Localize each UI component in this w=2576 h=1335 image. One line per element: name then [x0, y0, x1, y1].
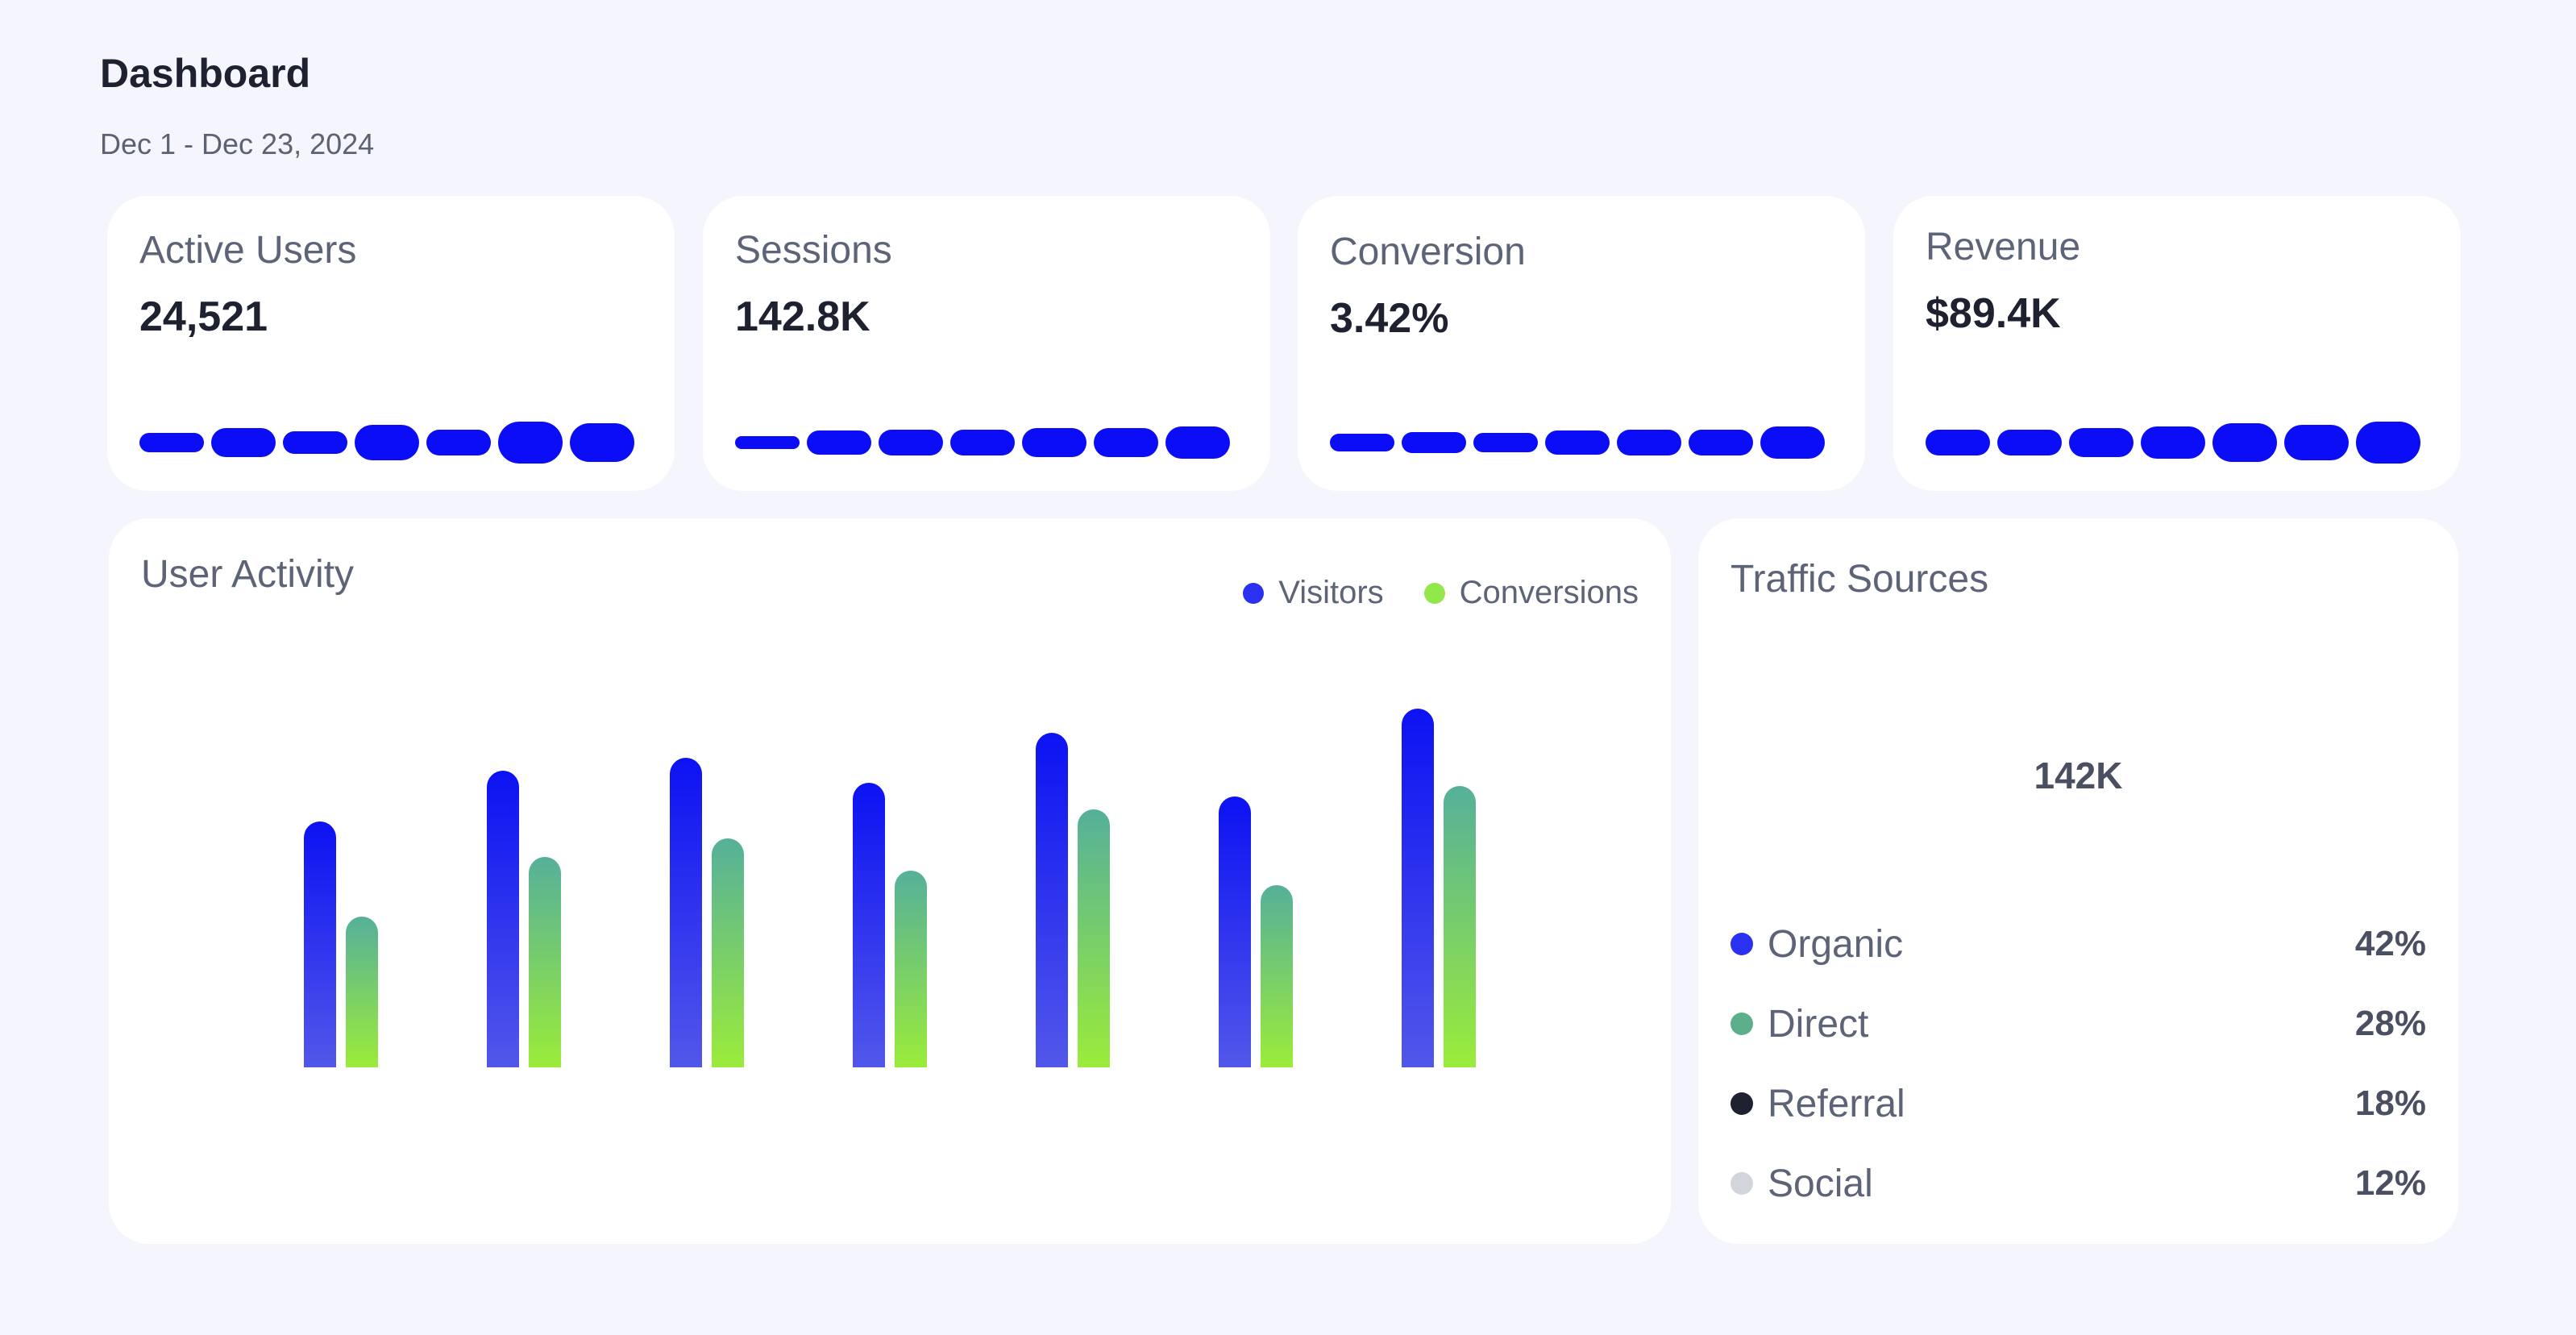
kpi-sparkline [1926, 414, 2429, 470]
panel-title: Traffic Sources [1730, 558, 1989, 601]
sparkline-pill [1330, 434, 1394, 451]
visitors-bar[interactable] [487, 771, 519, 1067]
conversions-bar[interactable] [712, 838, 744, 1067]
traffic-source-social[interactable]: Social 12% [1730, 1159, 2426, 1208]
kpi-value: 142.8K [735, 293, 870, 340]
visitors-bar[interactable] [670, 758, 702, 1067]
sparkline-pill [2069, 428, 2134, 457]
chart-legend: Visitors Conversions [1243, 575, 1639, 611]
kpi-card-sessions[interactable]: Sessions 142.8K [703, 196, 1270, 491]
direct-dot-icon [1730, 1013, 1753, 1035]
traffic-sources-panel: Traffic Sources 142K Organic 42% Direct … [1698, 518, 2458, 1244]
sparkline-pill [879, 430, 943, 455]
legend-dot-icon [1423, 582, 1445, 604]
source-percentage: 12% [2354, 1163, 2426, 1203]
source-percentage: 18% [2354, 1083, 2426, 1123]
sparkline-pill [2284, 425, 2349, 460]
sparkline-pill [498, 422, 563, 464]
kpi-value: 3.42% [1330, 295, 1449, 342]
conversions-bar[interactable] [1444, 786, 1476, 1067]
bar-chart [304, 709, 1476, 1067]
legend-item-conversions[interactable]: Conversions [1423, 575, 1639, 611]
source-name: Direct [1768, 1002, 1869, 1046]
source-name: Social [1768, 1162, 1873, 1205]
legend-item-visitors[interactable]: Visitors [1243, 575, 1384, 611]
kpi-card-conversion[interactable]: Conversion 3.42% [1298, 196, 1865, 491]
kpi-sparkline [139, 414, 642, 470]
traffic-source-organic[interactable]: Organic 42% [1730, 920, 2426, 968]
sparkline-pill [1094, 428, 1158, 457]
sparkline-pill [211, 428, 276, 457]
sparkline-pill [1022, 428, 1086, 457]
kpi-value: 24,521 [139, 293, 268, 340]
conversions-bar[interactable] [895, 871, 927, 1067]
sparkline-pill [1760, 426, 1825, 459]
visitors-bar[interactable] [304, 821, 336, 1067]
organic-dot-icon [1730, 933, 1753, 955]
sparkline-pill [139, 433, 204, 452]
sparkline-pill [1545, 430, 1610, 455]
sparkline-pill [950, 430, 1015, 455]
sparkline-pill [426, 430, 491, 455]
sparkline-pill [1617, 430, 1681, 455]
kpi-label: Active Users [139, 229, 357, 272]
date-range: Dec 1 - Dec 23, 2024 [100, 127, 375, 160]
sparkline-pill [283, 431, 347, 454]
sparkline-pill [1689, 430, 1753, 455]
kpi-card-active-users[interactable]: Active Users 24,521 [107, 196, 675, 491]
kpi-card-revenue[interactable]: Revenue $89.4K [1893, 196, 2461, 491]
sparkline-pill [1926, 430, 1990, 455]
visitors-bar[interactable] [1219, 796, 1251, 1067]
user-activity-panel: User Activity Visitors Conversions [109, 518, 1671, 1244]
sparkline-pill [807, 430, 871, 455]
social-dot-icon [1730, 1172, 1753, 1195]
kpi-value: $89.4K [1926, 290, 2061, 337]
source-name: Referral [1768, 1082, 1905, 1125]
sparkline-pill [1402, 432, 1466, 453]
traffic-total: 142K [2034, 755, 2123, 796]
sparkline-pill [1473, 433, 1538, 452]
conversions-bar[interactable] [1078, 809, 1110, 1067]
kpi-label: Revenue [1926, 226, 2081, 268]
legend-dot-icon [1243, 582, 1265, 604]
sparkline-pill [570, 423, 634, 462]
kpi-label: Sessions [735, 229, 892, 272]
sparkline-pill [355, 425, 419, 460]
visitors-bar[interactable] [853, 783, 885, 1067]
legend-label: Conversions [1459, 575, 1639, 610]
source-name: Organic [1768, 922, 1904, 966]
traffic-source-referral[interactable]: Referral 18% [1730, 1079, 2426, 1128]
kpi-sparkline [1330, 414, 1833, 470]
sparkline-pill [2212, 423, 2277, 462]
panel-title: User Activity [141, 553, 355, 596]
traffic-source-direct[interactable]: Direct 28% [1730, 1000, 2426, 1048]
sparkline-pill [735, 436, 800, 449]
page-title: Dashboard [100, 51, 311, 96]
conversions-bar[interactable] [346, 917, 378, 1067]
sparkline-pill [2141, 426, 2205, 459]
legend-label: Visitors [1278, 575, 1384, 610]
source-percentage: 42% [2354, 924, 2426, 963]
sparkline-pill [2356, 422, 2420, 464]
visitors-bar[interactable] [1036, 733, 1068, 1067]
kpi-sparkline [735, 414, 1238, 470]
conversions-bar[interactable] [1261, 885, 1293, 1067]
sparkline-pill [1165, 426, 1230, 459]
referral-dot-icon [1730, 1092, 1753, 1115]
sparkline-pill [1997, 430, 2062, 455]
visitors-bar[interactable] [1402, 709, 1434, 1067]
kpi-label: Conversion [1330, 231, 1526, 273]
conversions-bar[interactable] [529, 857, 561, 1067]
source-percentage: 28% [2354, 1004, 2426, 1043]
